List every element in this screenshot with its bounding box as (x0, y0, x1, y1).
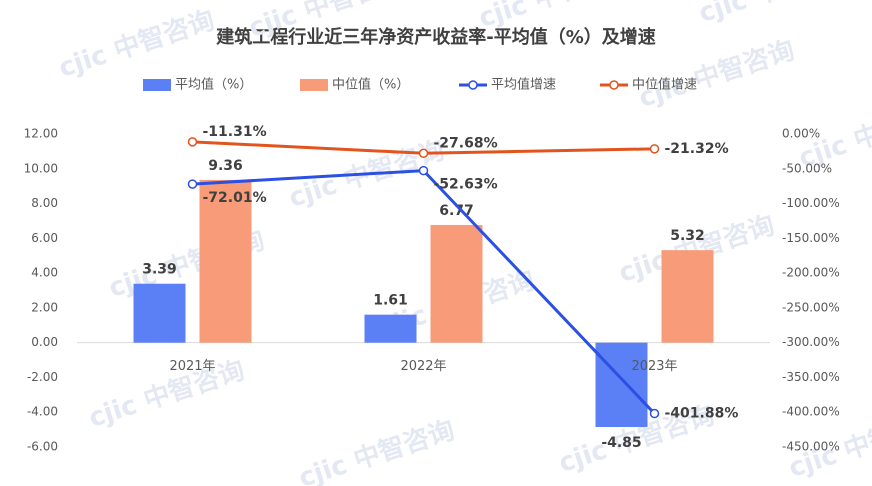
legend-label: 中位值（%） (332, 77, 409, 93)
y2-tick-label: -350.00% (782, 370, 840, 384)
data-label: -4.85 (601, 435, 641, 451)
watermark: cjic 中智咨询 (635, 34, 798, 113)
line-point (187, 137, 198, 147)
x-tick-label: 2023年 (631, 359, 677, 374)
data-label: -52.63% (434, 177, 498, 193)
legend-label: 平均值增速 (491, 77, 556, 93)
y-tick-label: 6.00 (31, 231, 58, 245)
line-point (418, 165, 429, 176)
legend-swatch (300, 79, 328, 91)
y2-tick-label: -250.00% (782, 300, 840, 314)
y-tick-label: -4.00 (27, 405, 58, 419)
y2-tick-label: -300.00% (782, 335, 840, 349)
legend-swatch (143, 79, 171, 91)
y-tick-label: 2.00 (31, 300, 58, 314)
y-tick-label: 8.00 (31, 196, 58, 210)
y2-tick-label: -450.00% (782, 440, 840, 454)
data-label: 5.32 (670, 228, 705, 244)
bar (430, 224, 483, 343)
line-point (649, 144, 660, 154)
legend-swatch (609, 80, 619, 90)
y-tick-label: -6.00 (27, 440, 58, 454)
y-tick-label: 10.00 (24, 161, 58, 175)
data-label: -27.68% (434, 135, 498, 151)
line-point (418, 148, 429, 159)
y2-tick-label: -400.00% (782, 405, 840, 419)
watermark: cjic 中智咨询 (85, 354, 248, 433)
watermark: cjic 中智咨询 (695, 0, 858, 29)
bar (364, 314, 417, 343)
y-tick-label: -2.00 (27, 370, 58, 384)
data-label: -21.32% (665, 141, 729, 157)
data-label: -11.31% (203, 124, 267, 140)
legend-swatch (468, 80, 478, 90)
data-label: 3.39 (142, 262, 177, 278)
line (192, 169, 656, 415)
y2-tick-label: -200.00% (782, 266, 840, 280)
x-tick-label: 2021年 (169, 359, 215, 374)
y-tick-label: 12.00 (24, 127, 58, 141)
y2-tick-label: -150.00% (782, 231, 840, 245)
watermark: cjic 中智咨询 (55, 4, 218, 83)
bar (199, 179, 252, 343)
line-point (649, 408, 660, 419)
legend-label: 平均值（%） (175, 77, 252, 93)
y2-tick-label: -100.00% (782, 196, 840, 210)
bar (661, 250, 714, 343)
data-label: 9.36 (208, 158, 243, 174)
data-label: 1.61 (373, 293, 408, 309)
legend-label: 中位值增速 (632, 77, 697, 93)
watermark: cjic 中智咨询 (295, 414, 458, 486)
data-label: -401.88% (665, 406, 739, 422)
bar (133, 283, 186, 343)
y2-tick-label: 0.00% (782, 127, 820, 141)
y2-tick-label: -50.00% (782, 161, 832, 175)
chart-title: 建筑工程行业近三年净资产收益率-平均值（%）及增速 (216, 26, 656, 48)
x-tick-label: 2022年 (400, 359, 446, 374)
y-tick-label: 4.00 (31, 266, 58, 280)
y-tick-label: 0.00 (31, 335, 58, 349)
bar (595, 342, 648, 428)
data-label: -72.01% (203, 190, 267, 206)
line-point (187, 179, 198, 189)
